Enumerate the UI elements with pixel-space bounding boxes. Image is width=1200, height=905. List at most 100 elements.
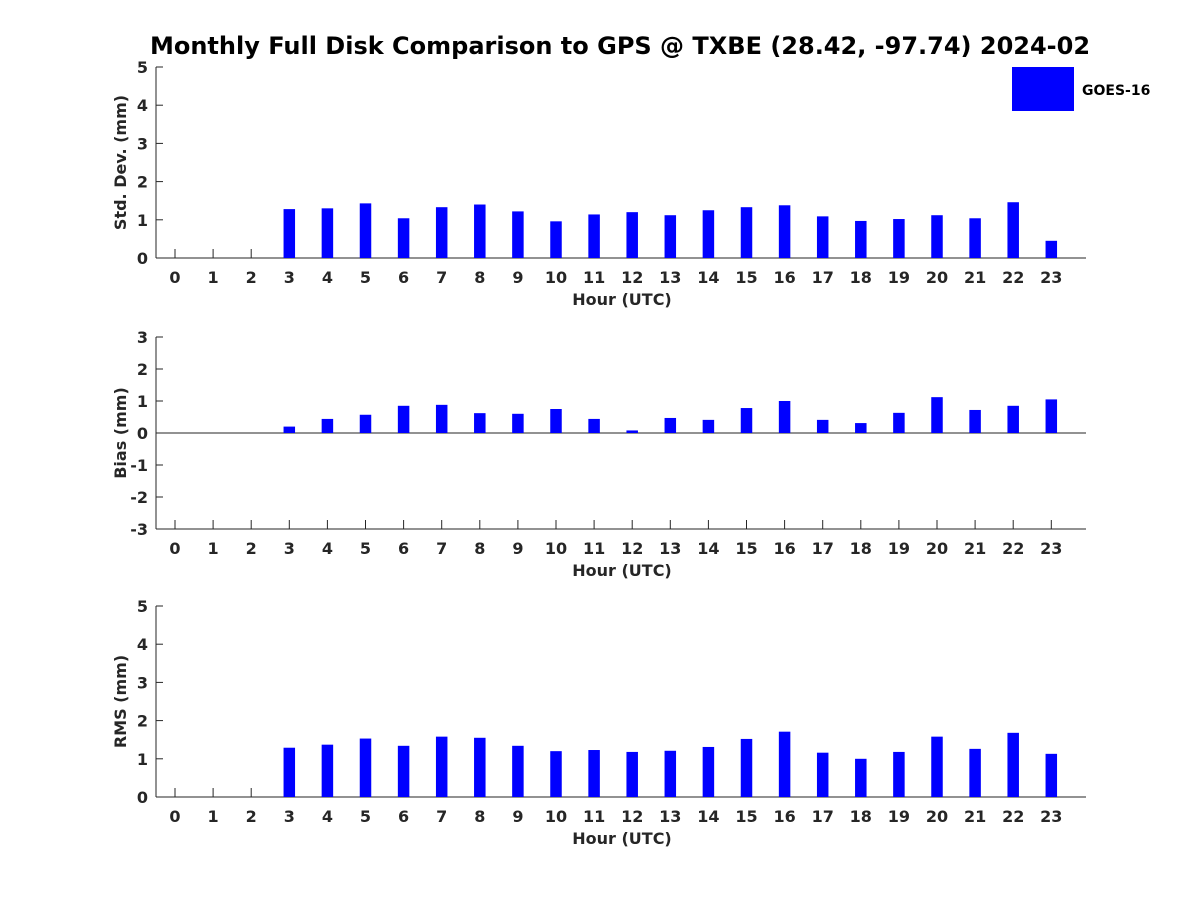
bar-hour-14 [702,210,715,258]
x-tick-label: 12 [621,807,643,826]
bar-hour-6 [397,218,410,258]
x-tick-label: 6 [398,539,409,558]
bar-hour-16 [778,401,791,433]
x-tick-label: 22 [1002,807,1024,826]
bar-hour-9 [512,413,524,433]
bar-hour-13 [664,417,677,433]
x-tick-label: 14 [697,539,719,558]
y-tick-label: 1 [137,211,148,230]
x-tick-label: 17 [812,539,834,558]
y-tick-label: 3 [137,673,148,692]
bar-hour-18 [855,220,867,258]
bar-hour-20 [931,215,943,258]
x-tick-label: 21 [964,539,986,558]
y-tick-label: 5 [137,597,148,616]
x-tick-label: 7 [436,539,447,558]
bar-hour-8 [474,737,486,797]
x-tick-label: 2 [246,268,257,287]
x-tick-label: 20 [926,807,948,826]
bar-hour-15 [740,408,753,433]
x-tick-label: 5 [360,539,371,558]
x-tick-label: 13 [659,268,681,287]
bar-hour-3 [283,426,296,433]
bar-hour-13 [664,750,677,797]
bar-hour-23 [1045,240,1058,258]
bar-hour-19 [893,412,905,433]
x-tick-label: 11 [583,807,605,826]
x-tick-label: 12 [621,539,643,558]
y-tick-label: 3 [137,328,148,347]
x-tick-label: 15 [735,539,757,558]
chart-title: Monthly Full Disk Comparison to GPS @ TX… [150,32,1090,60]
bar-hour-16 [778,205,791,258]
x-tick-label: 18 [850,268,872,287]
x-tick-label: 15 [735,268,757,287]
bar-hour-12 [626,212,638,258]
legend-swatch-goes16 [1012,67,1074,111]
x-tick-label: 19 [888,807,910,826]
bar-hour-5 [359,414,372,433]
y-tick-label: 1 [137,750,148,769]
x-tick-label: 3 [284,268,295,287]
bar-hour-10 [550,409,562,433]
bar-hour-17 [816,752,829,797]
y-axis-label: Std. Dev. (mm) [111,95,130,230]
bar-hour-22 [1007,202,1019,258]
x-tick-label: 0 [169,539,180,558]
x-tick-label: 8 [474,807,485,826]
x-tick-label: 2 [246,807,257,826]
x-tick-label: 21 [964,268,986,287]
x-tick-label: 13 [659,807,681,826]
bar-hour-4 [321,744,334,797]
x-tick-label: 3 [284,807,295,826]
y-axis-label: RMS (mm) [111,655,130,748]
bar-hour-15 [740,207,753,258]
bar-hour-13 [664,215,677,258]
bar-hour-15 [740,738,753,797]
y-tick-label: 2 [137,360,148,379]
bar-hour-23 [1045,399,1058,433]
bar-hour-6 [397,745,410,797]
x-tick-label: 0 [169,268,180,287]
x-tick-label: 13 [659,539,681,558]
y-tick-label: 0 [137,424,148,443]
x-tick-label: 17 [812,268,834,287]
bar-hour-21 [969,748,981,797]
bar-hour-9 [512,211,524,258]
x-tick-label: 20 [926,268,948,287]
bar-hour-4 [321,418,334,433]
bar-hour-5 [359,738,372,797]
x-tick-label: 18 [850,539,872,558]
x-tick-label: 22 [1002,268,1024,287]
bar-hour-7 [435,207,448,258]
bar-hour-8 [474,413,486,433]
bar-hour-17 [816,216,829,258]
x-tick-label: 10 [545,539,567,558]
x-tick-label: 11 [583,268,605,287]
bar-hour-10 [550,751,562,797]
bar-hour-17 [816,419,829,433]
x-tick-label: 10 [545,807,567,826]
y-tick-label: 1 [137,392,148,411]
x-tick-label: 8 [474,268,485,287]
x-tick-label: 7 [436,807,447,826]
y-tick-label: 2 [137,173,148,192]
y-tick-label: 3 [137,134,148,153]
bar-hour-12 [626,430,638,433]
x-tick-label: 16 [773,539,795,558]
x-tick-label: 1 [208,268,219,287]
y-tick-label: 4 [137,635,148,654]
x-tick-label: 9 [512,268,523,287]
bar-hour-11 [588,750,600,797]
x-tick-label: 15 [735,807,757,826]
x-tick-label: 4 [322,807,333,826]
y-tick-label: -1 [130,456,148,475]
x-tick-label: 11 [583,539,605,558]
x-tick-label: 5 [360,807,371,826]
x-tick-label: 7 [436,268,447,287]
x-tick-label: 1 [208,807,219,826]
y-tick-label: 0 [137,249,148,268]
